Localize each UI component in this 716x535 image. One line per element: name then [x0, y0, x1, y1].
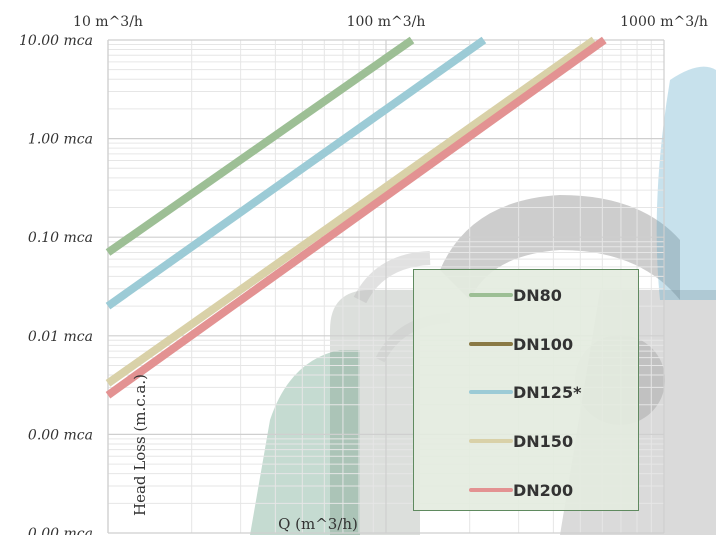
x-tick-label: 1000 m^3/h [620, 14, 708, 30]
legend-swatch-dn125 [469, 390, 513, 394]
legend-swatch-dn200 [469, 488, 513, 492]
legend-label-dn100: DN100 [513, 334, 574, 354]
y-tick-label: 0.01 mca [28, 329, 93, 345]
y-tick-label: 10.00 mca [19, 33, 93, 49]
legend-label-dn150: DN150 [513, 431, 574, 451]
legend-swatch-dn100 [469, 342, 513, 346]
y-tick-label: 0.10 mca [28, 230, 93, 246]
legend-label-dn80: DN80 [513, 285, 562, 305]
y-tick-label: 0.00 mca [28, 526, 93, 535]
x-tick-label: 10 m^3/h [73, 14, 143, 30]
legend-swatch-dn80 [469, 293, 513, 297]
series-line-dn125 [105, 36, 487, 310]
x-tick-label: 100 m^3/h [347, 14, 426, 30]
x-axis-label: Q (m^3/h) [278, 515, 358, 533]
legend-item-dn150: DN150 [469, 431, 573, 451]
y-tick-label: 0.00 mca [28, 427, 93, 443]
legend-swatch-dn150 [469, 439, 513, 443]
legend-item-dn125: DN125* [469, 382, 581, 402]
legend-item-dn80: DN80 [469, 285, 562, 305]
series-line-dn80 [105, 36, 415, 256]
series-lines [105, 36, 607, 399]
legend-item-dn200: DN200 [469, 480, 573, 500]
series-line-dn150 [105, 36, 597, 387]
legend-label-dn200: DN200 [513, 480, 574, 500]
series-line-dn200 [105, 36, 607, 399]
y-tick-labels: 10.00 mca 1.00 mca 0.10 mca 0.01 mca 0.00 mc… [19, 33, 93, 535]
y-tick-label: 1.00 mca [28, 132, 93, 148]
legend: DN80 DN100 DN125* DN150 DN200 [413, 269, 639, 511]
legend-label-dn125: DN125* [513, 382, 582, 402]
y-axis-label: Head Loss (m.c.a.) [131, 374, 149, 516]
legend-item-dn100: DN100 [469, 334, 573, 354]
x-tick-labels: 10 m^3/h 100 m^3/h 1000 m^3/h [73, 14, 708, 30]
